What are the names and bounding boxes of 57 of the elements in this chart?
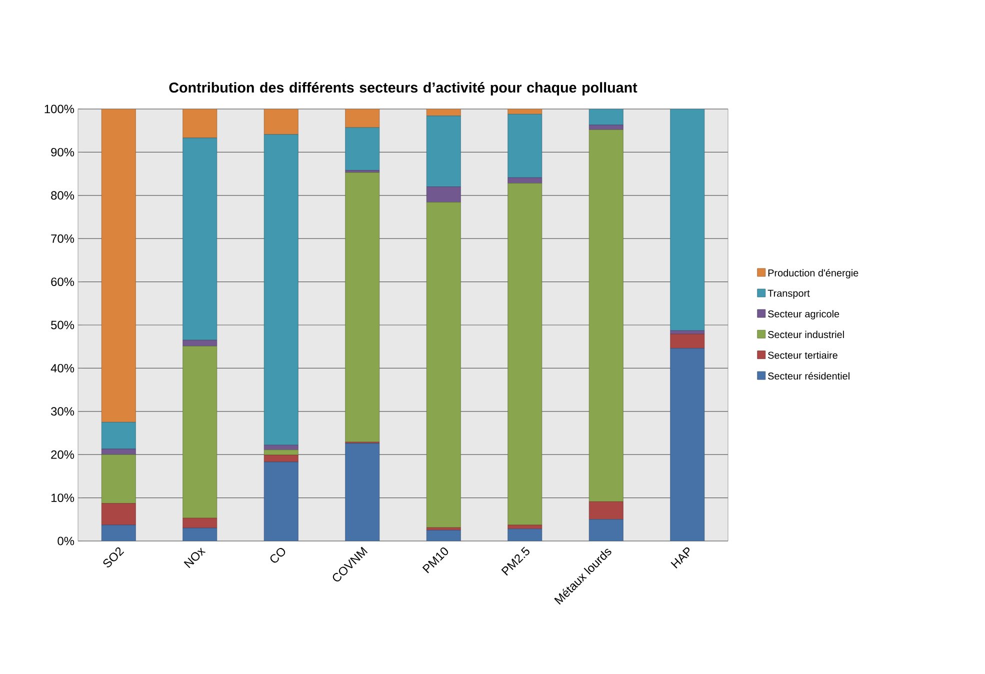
bar xyxy=(426,202,461,528)
y-tick-label: 0% xyxy=(58,536,74,546)
bar xyxy=(508,528,542,541)
y-tick-label: 80% xyxy=(51,191,74,200)
y-tick-label: 20% xyxy=(51,450,74,459)
bar xyxy=(182,138,218,340)
bar xyxy=(588,130,624,502)
bar xyxy=(670,348,705,541)
bar xyxy=(182,346,218,518)
legend-label: Production d'énergie xyxy=(768,269,858,278)
bar xyxy=(182,108,218,138)
x-tick-label: CO xyxy=(270,548,286,563)
bar xyxy=(508,177,542,184)
y-tick-label: 90% xyxy=(51,148,74,156)
bar xyxy=(588,108,624,126)
legend-label: Secteur industriel xyxy=(768,330,844,338)
bar xyxy=(101,503,136,526)
legend-label: Secteur tertiaire xyxy=(768,351,838,359)
bar xyxy=(101,524,136,541)
y-tick-label: 10% xyxy=(51,494,74,502)
legend-label: Secteur résidentiel xyxy=(768,372,850,380)
bar xyxy=(101,448,136,455)
bar xyxy=(426,186,461,203)
bar xyxy=(588,501,624,520)
bar xyxy=(588,124,624,130)
y-tick-label: 60% xyxy=(51,278,74,286)
bar xyxy=(670,108,705,331)
bar xyxy=(101,422,136,450)
bar xyxy=(345,127,380,171)
bar xyxy=(182,518,218,528)
y-tick-label: 70% xyxy=(51,234,74,243)
y-tick-label: 100% xyxy=(44,104,74,114)
chart-title: Contribution des différents secteurs d’activité pour chaque polluant xyxy=(169,82,638,96)
y-tick-label: 30% xyxy=(51,407,74,416)
bar xyxy=(264,134,298,446)
bar xyxy=(345,443,380,541)
bar xyxy=(264,454,298,462)
bar xyxy=(345,172,380,442)
bar xyxy=(426,116,461,187)
bar xyxy=(508,524,542,530)
bar xyxy=(426,530,461,541)
legend-label: Transport xyxy=(768,290,810,299)
bar xyxy=(264,108,298,135)
bar xyxy=(508,114,542,178)
legend-label: Secteur agricole xyxy=(768,310,840,320)
bar xyxy=(670,334,705,349)
bar xyxy=(264,450,298,456)
bar xyxy=(182,340,218,346)
bar xyxy=(345,108,380,128)
bar xyxy=(101,454,136,504)
y-tick-label: 50% xyxy=(51,320,74,330)
bar xyxy=(264,462,298,541)
bar xyxy=(101,108,136,422)
y-tick-label: 40% xyxy=(50,364,74,372)
bar xyxy=(182,528,217,541)
bar xyxy=(508,183,542,526)
bar xyxy=(588,519,624,541)
